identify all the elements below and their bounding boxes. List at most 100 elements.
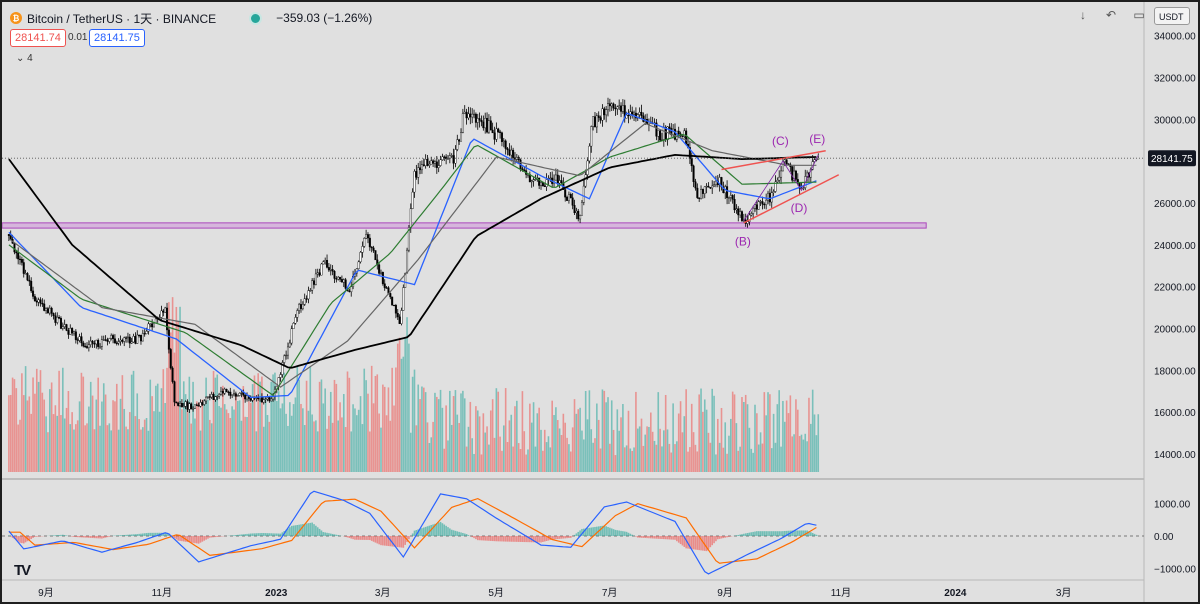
macd-bar — [91, 536, 94, 539]
candle — [677, 130, 680, 135]
macd-bar — [147, 532, 150, 536]
macd-bar — [255, 533, 258, 536]
candle — [456, 139, 459, 150]
candle — [701, 189, 704, 194]
macd-bar — [592, 527, 594, 536]
candle — [510, 149, 513, 156]
macd-bar — [620, 530, 622, 536]
volume-bar — [168, 302, 170, 472]
candle — [489, 120, 492, 131]
volume-bar — [28, 396, 31, 472]
volume-bar — [303, 425, 306, 472]
candle — [76, 339, 79, 341]
candle — [128, 336, 131, 344]
macd-bar — [143, 533, 146, 536]
wave-label-3: (D) — [791, 201, 808, 215]
volume-bar — [233, 409, 235, 472]
volume-bar — [409, 432, 412, 472]
volume-bar — [610, 400, 613, 472]
macd-bar — [276, 533, 278, 536]
macd-bar — [705, 536, 708, 552]
candle — [193, 404, 196, 409]
volume-bar — [339, 402, 341, 472]
candle — [50, 307, 53, 314]
candle — [301, 304, 304, 309]
price-change: −359.03 (−1.26%) — [276, 11, 373, 25]
lower-trendline[interactable] — [743, 174, 840, 224]
macd-bar — [17, 536, 19, 542]
volume-bar — [806, 441, 808, 472]
macd-bar — [242, 534, 245, 536]
candle — [30, 281, 33, 292]
volume-bar — [197, 402, 200, 472]
macd-bar — [545, 536, 548, 541]
volume-bar — [162, 369, 165, 472]
volume-bar — [592, 442, 594, 472]
macd-bar — [155, 532, 157, 536]
arrow-down-icon[interactable]: ↓ — [1080, 8, 1086, 22]
sell-price-button[interactable]: 28141.74 — [10, 29, 66, 47]
volume-bar — [67, 391, 70, 472]
candle — [136, 334, 139, 344]
undo-icon[interactable]: ↶ — [1105, 8, 1117, 22]
volume-bar — [765, 415, 767, 472]
volume-bar — [365, 380, 367, 472]
ma-green-line — [8, 133, 817, 397]
tradingview-logo-icon[interactable]: TV — [14, 562, 31, 579]
macd-bar — [426, 526, 429, 536]
candle — [610, 103, 613, 107]
candle — [394, 305, 397, 314]
volume-bar — [37, 381, 40, 472]
candle — [22, 262, 25, 274]
macd-bar — [73, 536, 75, 537]
indicators-toggle[interactable]: ⌄ 4 — [16, 53, 33, 64]
upper-trendline[interactable] — [721, 149, 826, 171]
candle — [437, 165, 440, 168]
volume-bar — [413, 369, 416, 472]
macd-bar — [445, 525, 447, 536]
candle — [67, 330, 70, 335]
volume-bar — [422, 387, 425, 472]
symbol-title[interactable]: Bitcoin / TetherUS · 1天 · BINANCE — [27, 11, 217, 26]
candle — [234, 393, 237, 397]
volume-bar — [287, 425, 289, 472]
wave-path — [743, 154, 819, 221]
macd-bar — [102, 536, 105, 539]
volume-bar — [115, 383, 118, 472]
macd-bar — [683, 536, 686, 547]
volume-bar — [114, 401, 116, 472]
volume-bar — [328, 415, 330, 472]
volume-bar — [406, 317, 408, 472]
candle — [78, 336, 81, 341]
volume-bar — [341, 417, 343, 472]
candle — [473, 113, 476, 116]
macd-bar — [668, 536, 671, 540]
time-tick-label: 2023 — [265, 588, 288, 599]
support-zone-rect[interactable] — [2, 222, 927, 229]
volume-bar — [463, 398, 466, 472]
time-tick-label: 9月 — [38, 587, 54, 599]
volume-bar — [370, 365, 373, 472]
candle — [396, 313, 399, 318]
macd-bar — [556, 536, 559, 540]
candle — [169, 349, 172, 369]
volume-bar — [11, 377, 14, 472]
volume-bar — [566, 437, 568, 472]
snapshot-icon[interactable]: ▭ — [1133, 8, 1145, 22]
volume-bar — [88, 406, 90, 472]
volume-bar — [145, 418, 148, 472]
volume-bar — [744, 394, 747, 472]
macd-bar — [763, 531, 766, 536]
candle — [74, 331, 77, 340]
currency-selector[interactable]: USDT — [1154, 7, 1190, 25]
volume-bar — [785, 400, 788, 472]
volume-bar — [361, 424, 364, 472]
candle — [463, 111, 466, 114]
buy-price-button[interactable]: 28141.75 — [89, 29, 145, 47]
volume-bar — [707, 432, 710, 472]
candle — [91, 340, 94, 344]
macd-bar — [344, 536, 347, 537]
candle — [521, 168, 524, 171]
